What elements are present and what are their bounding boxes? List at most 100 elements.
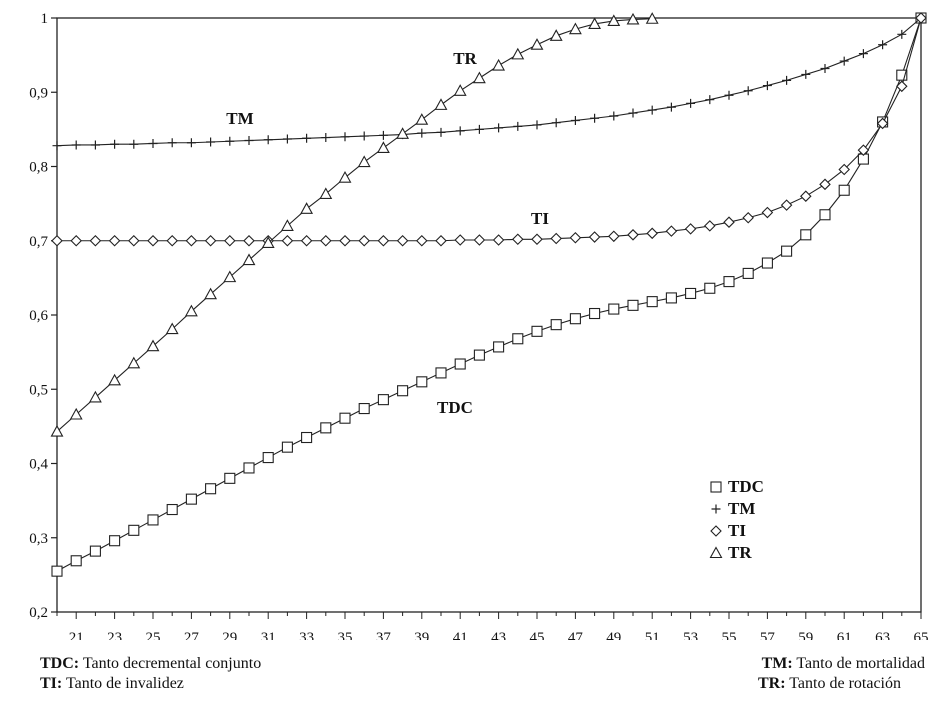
footer-ti: TI: Tanto de invalidez: [40, 674, 261, 694]
data-point-tm: [705, 95, 715, 105]
data-point-tdc: [704, 282, 716, 294]
legend-marker-tdc: [710, 481, 722, 493]
data-point-tm: [897, 29, 907, 39]
data-point-tm: [417, 128, 427, 138]
data-point-ti: [473, 234, 486, 246]
data-point-tdc: [569, 313, 581, 325]
footer-left: TDC: Tanto decremental conjunto TI: Tant…: [40, 654, 261, 694]
data-point-tr: [300, 202, 314, 214]
data-point-tr: [645, 12, 659, 24]
data-point-tdc: [589, 307, 601, 320]
footer-ti-text: Tanto de invalidez: [62, 675, 184, 692]
data-point-tr: [146, 339, 160, 352]
series-label-tdc: TDC: [437, 398, 473, 417]
data-point-tm: [551, 118, 561, 128]
data-point-ti: [51, 234, 63, 247]
data-point-tm: [762, 81, 772, 91]
data-point-tr: [165, 322, 179, 335]
data-point-tdc: [377, 394, 389, 406]
series-label-ti: TI: [531, 209, 549, 228]
data-point-tdc: [301, 431, 313, 444]
data-point-tdc: [493, 341, 505, 353]
data-point-tm: [782, 75, 792, 85]
chart: 0,2 0,3 0,4 0,5 0,6 0,7 0,8 0,9 1 21 23 25 27 29 31 33 3…: [29, 11, 929, 640]
data-point-ti: [512, 233, 524, 246]
data-point-tdc: [819, 209, 831, 221]
data-point-tm: [206, 137, 216, 147]
data-point-tdc: [416, 376, 428, 388]
footer-tm-text: Tanto de mortalidad: [792, 655, 925, 672]
data-point-tm: [129, 139, 139, 149]
data-point-tdc: [473, 349, 485, 361]
footer-tr: TR: Tanto de rotación: [758, 674, 901, 694]
data-point-tdc: [608, 303, 620, 315]
footer-tr-abbr: TR:: [758, 675, 786, 692]
y-tick-label: 0,4: [29, 457, 48, 473]
data-point-tr: [184, 304, 198, 317]
data-point-tdc: [89, 545, 101, 557]
data-point-tdc: [205, 483, 217, 495]
x-tick-label: 55: [722, 630, 737, 640]
data-point-tdc: [838, 184, 850, 196]
data-point-tdc: [243, 462, 255, 474]
footer-ti-abbr: TI:: [40, 675, 63, 692]
data-point-ti: [915, 12, 927, 24]
x-tick-label: 65: [914, 630, 929, 640]
data-point-ti: [646, 227, 658, 240]
data-point-ti: [147, 234, 159, 247]
data-point-tr: [223, 270, 237, 283]
data-point-tm: [532, 120, 542, 130]
legend-marker-tr: [709, 546, 723, 559]
data-point-tm: [474, 124, 484, 134]
x-tick-label: 37: [376, 630, 392, 640]
data-point-tdc: [665, 292, 677, 304]
y-tick-label: 0,8: [29, 160, 48, 176]
data-point-tr: [607, 14, 621, 27]
data-point-tm: [666, 102, 676, 112]
data-point-ti: [819, 178, 831, 191]
data-point-tr: [626, 12, 640, 25]
data-point-tm: [302, 133, 312, 143]
data-point-ti: [70, 234, 82, 247]
data-point-ti: [89, 234, 102, 247]
y-tick-label: 0,2: [29, 605, 48, 621]
data-point-ti: [454, 234, 466, 246]
data-point-ti: [224, 234, 236, 247]
legend-label-tdc: TDC: [728, 477, 764, 496]
x-tick-label: 21: [69, 630, 84, 640]
data-point-ti: [435, 234, 447, 247]
data-point-tr: [280, 219, 294, 231]
data-point-tr: [453, 84, 467, 96]
x-tick-label: 63: [875, 630, 890, 640]
x-tick-label: 27: [184, 630, 200, 640]
data-point-ti: [358, 234, 370, 247]
footer-tm-abbr: TM:: [761, 655, 793, 672]
data-point-tdc: [685, 287, 697, 300]
footer-tdc-abbr: TDC:: [40, 655, 80, 672]
y-tick-label: 0,3: [29, 531, 48, 547]
data-point-tm: [820, 63, 830, 73]
data-point-ti: [857, 144, 870, 156]
data-point-ti: [204, 234, 217, 247]
data-point-tm: [244, 136, 254, 146]
data-point-ti: [108, 234, 121, 247]
data-point-ti: [742, 211, 754, 224]
data-point-tr: [549, 29, 563, 41]
data-point-tdc: [627, 299, 639, 311]
data-point-tm: [513, 121, 523, 131]
data-point-tdc: [512, 333, 524, 345]
data-point-tdc: [742, 267, 754, 279]
footer-right: TM: Tanto de mortalidad TR: Tanto de rot…: [758, 654, 925, 694]
x-tick-label: 49: [606, 630, 621, 640]
data-point-tm: [359, 131, 369, 141]
data-point-tr: [530, 38, 544, 50]
data-point-tdc: [70, 555, 82, 567]
legend-label-tr: TR: [728, 543, 752, 562]
data-point-ti: [281, 234, 294, 247]
data-point-tr: [434, 98, 448, 110]
data-point-ti: [339, 234, 351, 247]
data-point-ti: [723, 216, 735, 228]
data-point-tdc: [147, 514, 159, 526]
x-tick-label: 23: [107, 630, 122, 640]
data-point-tm: [858, 49, 868, 59]
